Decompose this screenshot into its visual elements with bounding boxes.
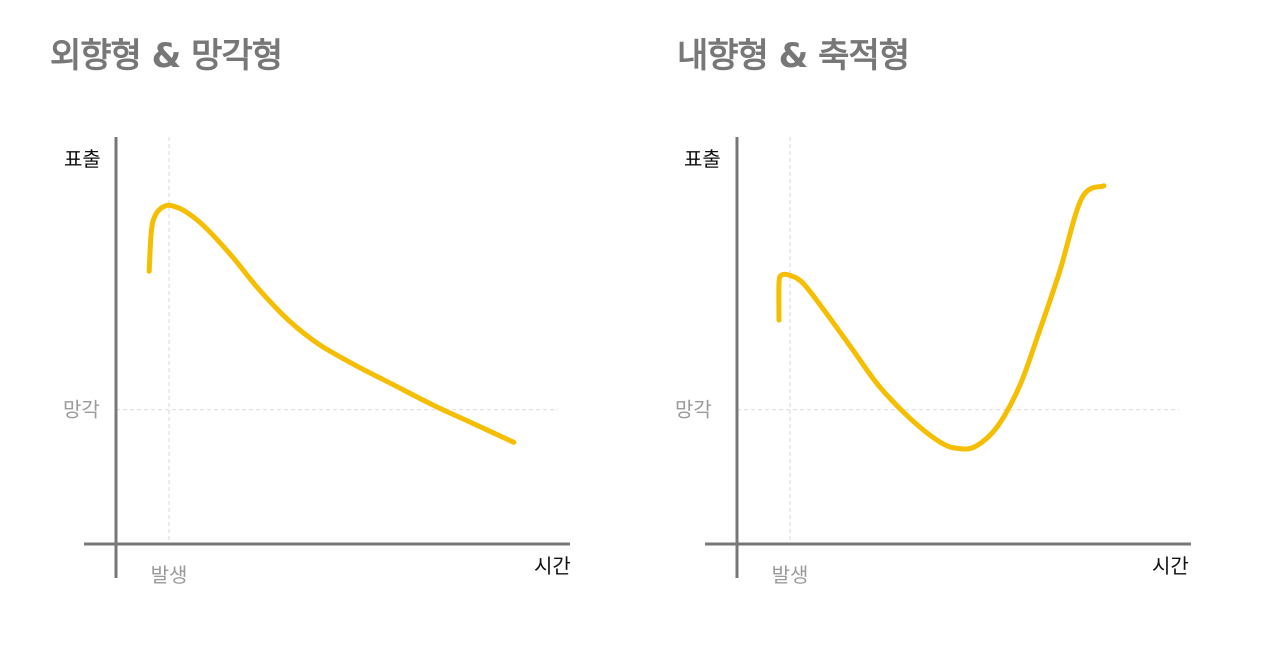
chart-panel-introvert: 내향형 & 축적형 표출 시간 망각 발생 [640,0,1280,645]
series-line [146,202,517,445]
x-marker-label: 발생 [151,563,188,587]
chart-title: 내향형 & 축적형 [677,36,910,76]
y-axis-label: 표출 [64,147,101,171]
chart-panel-extrovert: 외향형 & 망각형 표출 시간 망각 발생 [50,36,571,587]
x-axis-label: 시간 [534,554,571,578]
x-axis-label: 시간 [1152,554,1189,578]
y-axis-label: 표출 [684,147,721,171]
y-marker-label: 망각 [63,398,100,422]
series-line [776,183,1107,452]
x-marker-label: 발생 [772,563,809,587]
y-marker-label: 망각 [675,398,712,422]
chart-title: 외향형 & 망각형 [50,36,283,76]
chart-introvert: 표출 시간 망각 발생 [675,137,1191,587]
chart-extrovert: 표출 시간 망각 발생 [63,137,571,587]
